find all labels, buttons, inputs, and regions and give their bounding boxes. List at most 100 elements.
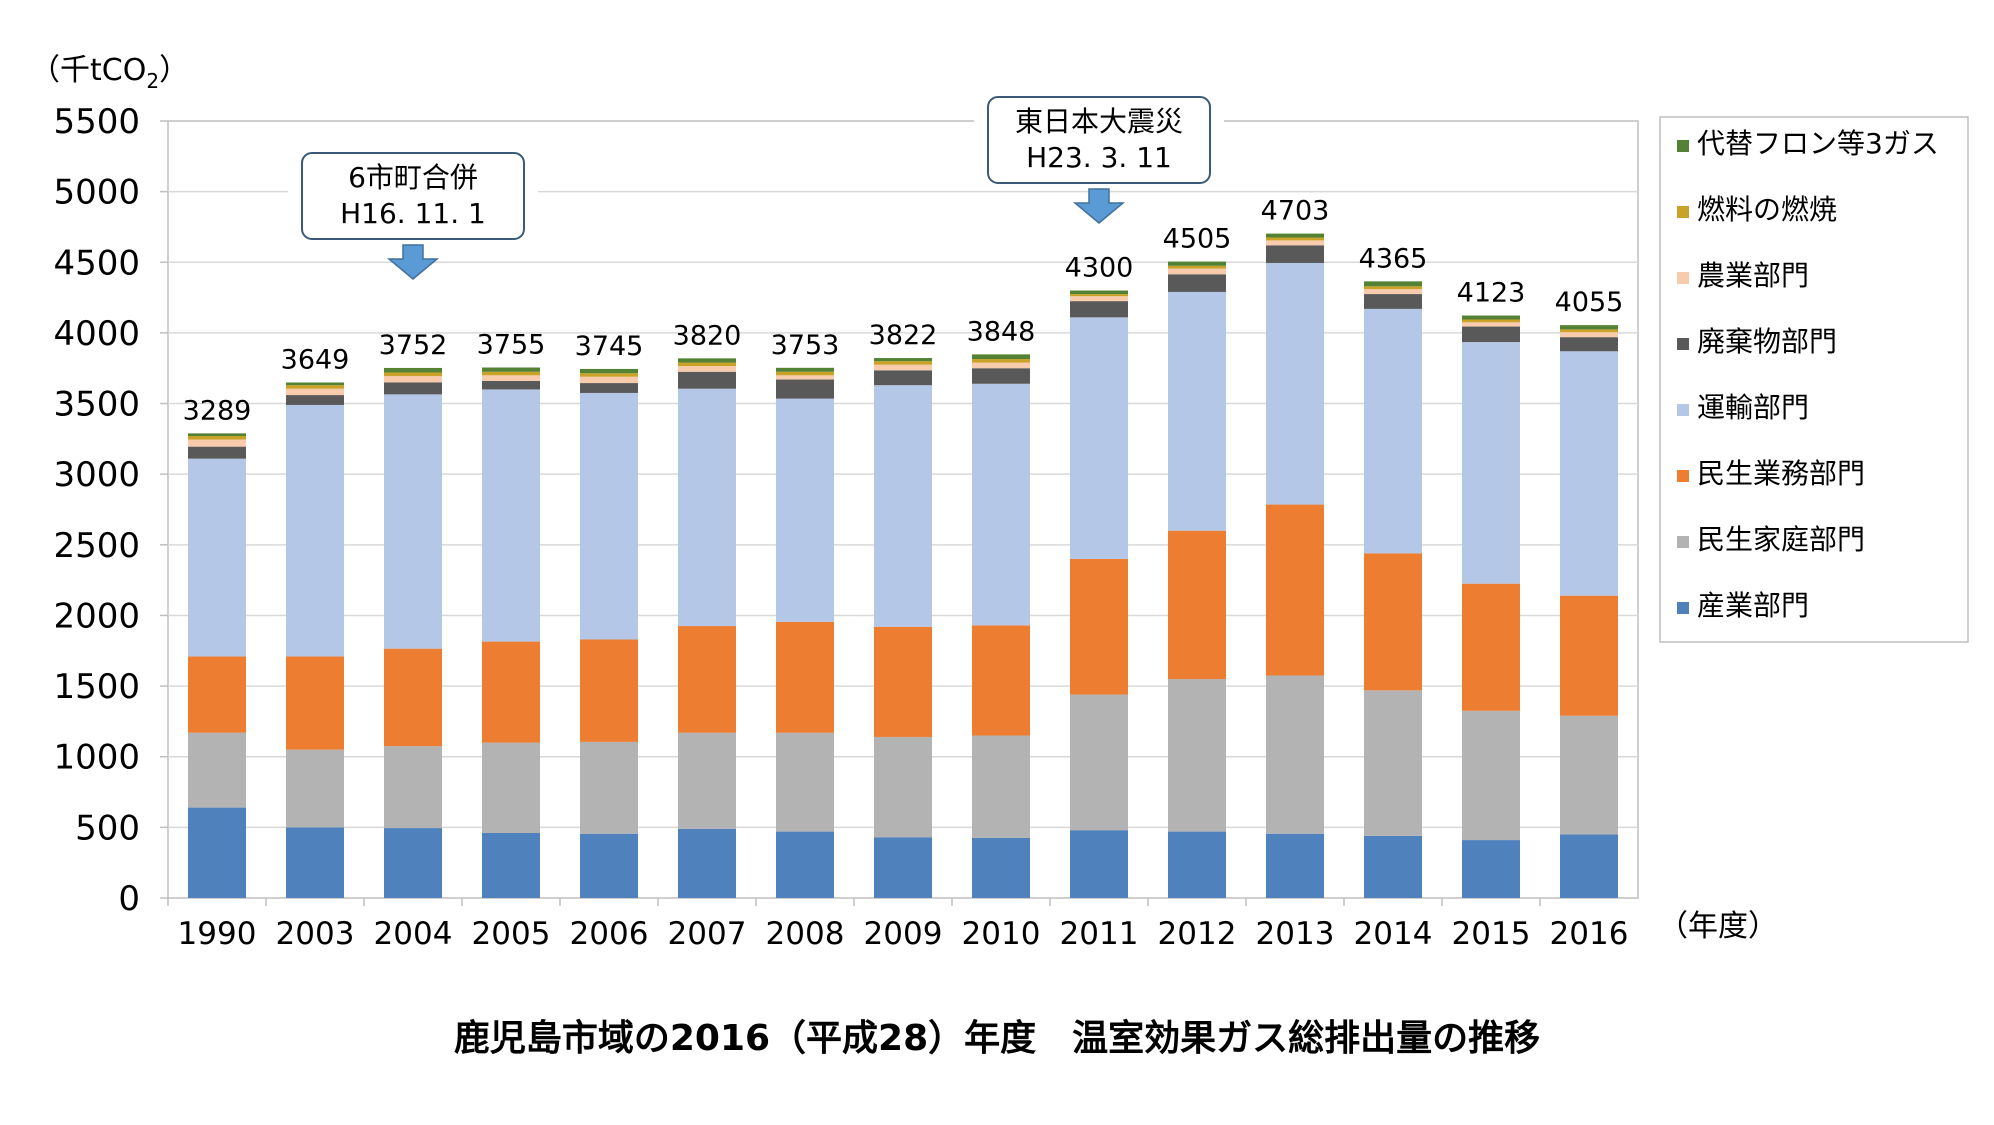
bar-segment [482, 641, 540, 743]
y-tick-label: 1000 [53, 738, 140, 778]
bar-segment [384, 375, 442, 383]
bar-segment [1560, 595, 1618, 716]
y-tick-label: 4000 [53, 314, 140, 354]
x-tick-label: 2003 [276, 916, 355, 952]
bar-segment [1364, 289, 1422, 295]
legend-item: 農業部門 [1677, 259, 1809, 292]
bar-segment [972, 362, 1030, 369]
annotation-text: 6市町合併 [348, 161, 478, 194]
chart-title: 鹿児島市域の2016（平成28）年度 温室効果ガス総排出量の推移 [454, 1018, 1540, 1059]
legend-label: 運輸部門 [1697, 391, 1809, 424]
bar-segment [580, 376, 638, 384]
total-label: 3649 [281, 344, 350, 375]
x-tick-label: 2005 [472, 916, 551, 952]
x-tick-label: 2011 [1060, 916, 1139, 952]
bar-segment [1266, 504, 1324, 676]
total-label: 4055 [1555, 287, 1624, 318]
x-tick-label: 2014 [1354, 916, 1433, 952]
bar-segment [188, 446, 246, 459]
bar-segment [1462, 710, 1520, 841]
y-tick-label: 5500 [53, 102, 140, 142]
bar-segment [286, 385, 344, 389]
bar-segment [874, 358, 932, 362]
bar-segment [1560, 329, 1618, 333]
x-axis-label: （年度） [1658, 909, 1778, 944]
y-tick-label: 5000 [53, 173, 140, 213]
annotation-box [987, 96, 1211, 184]
legend-swatch [1677, 338, 1689, 350]
bar-segment [874, 837, 932, 898]
bar-segment [776, 398, 834, 622]
total-label: 4365 [1359, 243, 1428, 274]
legend-label: 廃棄物部門 [1697, 325, 1837, 358]
bar-segment [776, 379, 834, 399]
legend-item: 代替フロン等3ガス [1677, 127, 1939, 160]
legend-swatch [1677, 470, 1689, 482]
y-tick-label: 0 [118, 879, 140, 919]
bar-segment [482, 389, 540, 642]
y-tick-label: 2500 [53, 526, 140, 566]
bar-segment [776, 831, 834, 898]
bar-segment [482, 742, 540, 834]
bar-segment [1462, 326, 1520, 343]
legend: 代替フロン等3ガス燃料の燃焼農業部門廃棄物部門運輸部門民生業務部門民生家庭部門産… [1677, 127, 1939, 622]
bar-segment [1070, 296, 1128, 302]
bar-segment [874, 736, 932, 838]
bar-segment [580, 373, 638, 377]
bar-segment [1070, 830, 1128, 898]
legend-swatch [1677, 536, 1689, 548]
bar-segment [1070, 694, 1128, 831]
bar-segment [384, 746, 442, 829]
bar-segment [874, 385, 932, 627]
bar-segment [776, 367, 834, 372]
bar-segment [678, 358, 736, 363]
bar-segment [776, 621, 834, 733]
bar-segment [972, 837, 1030, 898]
y-axis-ticks: 0 500 1000 1500 2000 2500 3000 3500 4000 4500 5000… [53, 102, 168, 919]
total-label: 3752 [379, 330, 448, 361]
legend-label: 民生業務部門 [1697, 457, 1865, 490]
total-label: 4300 [1065, 253, 1134, 284]
legend-item: 運輸部門 [1677, 391, 1809, 424]
legend-swatch [1677, 602, 1689, 614]
bar-segment [384, 382, 442, 395]
bar-segment [972, 359, 1030, 363]
total-label: 3289 [183, 395, 252, 426]
bar-segment [384, 828, 442, 898]
bar-segment [188, 436, 246, 440]
bar-segment [972, 625, 1030, 736]
legend-swatch [1677, 272, 1689, 284]
bar-segment [678, 828, 736, 898]
total-labels: 3289 3649 3752 3755 3745 3820 3753 3822 3848 4300… [183, 196, 1624, 427]
y-tick-label: 4500 [53, 243, 140, 283]
bar-segment [1168, 679, 1226, 832]
y-tick-label: 3000 [53, 455, 140, 495]
bar-segment [1560, 715, 1618, 835]
legend-item: 廃棄物部門 [1677, 325, 1837, 358]
total-label: 3745 [575, 331, 644, 362]
bar-segment [1070, 301, 1128, 318]
bar-segment [580, 833, 638, 898]
bar-segment [384, 367, 442, 373]
bar-segment [1560, 325, 1618, 330]
bar-segment [580, 383, 638, 393]
bar-segment [1266, 233, 1324, 238]
bar-segment [776, 732, 834, 832]
x-tick-label: 2007 [668, 916, 747, 952]
x-tick-label: 2004 [374, 916, 453, 952]
bar-segment [384, 372, 442, 376]
x-axis-ticks: 1990 2003 2004 2005 2006 2007 2008 2009 2010 2011… [167, 898, 1628, 952]
bar-segment [1462, 319, 1520, 323]
bar-segment [286, 749, 344, 828]
bar-segment [1266, 675, 1324, 834]
bar-segment [286, 388, 344, 396]
bar-segment [1168, 274, 1226, 292]
bar-segment [188, 732, 246, 808]
legend-label: 代替フロン等3ガス [1697, 127, 1939, 160]
bar-segment [1462, 342, 1520, 584]
bar-segment [286, 827, 344, 898]
bar-segment [1560, 834, 1618, 898]
